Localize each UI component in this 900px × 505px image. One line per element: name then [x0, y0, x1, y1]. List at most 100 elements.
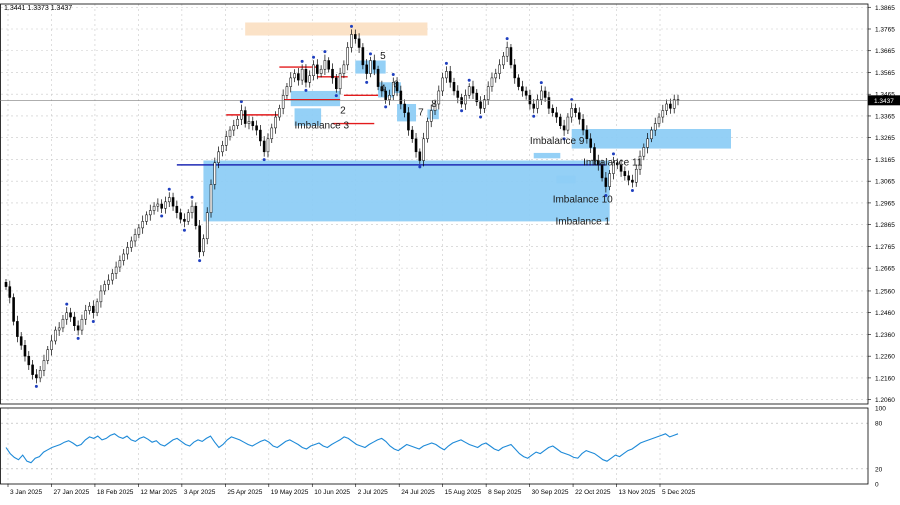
candle-body: [247, 121, 251, 124]
candle-body: [148, 210, 152, 216]
candle-body: [494, 73, 498, 79]
candle-body: [365, 64, 368, 74]
x-tick-label: 8 Sep 2025: [488, 489, 522, 496]
candle-body: [589, 138, 592, 148]
candle-body: [114, 266, 118, 274]
candle-body: [232, 125, 236, 131]
main-frame: [0, 3, 869, 405]
candle-body: [342, 64, 346, 74]
candle-body: [672, 99, 676, 109]
x-tick-label: 3 Apr 2025: [184, 489, 216, 496]
candle-body: [467, 86, 471, 96]
fractals: [34, 24, 634, 388]
candle-body: [99, 290, 103, 303]
fractal-marker: [479, 115, 483, 119]
candle-body: [12, 297, 15, 322]
candle-body: [202, 238, 205, 253]
candle-body: [281, 95, 285, 109]
candle-body: [289, 77, 293, 87]
y-tick-label: 1.3465: [875, 92, 895, 99]
candle-body: [122, 253, 125, 261]
fractal-marker: [262, 158, 266, 162]
y-tick-label: 1.3565: [875, 70, 895, 77]
candle-body: [490, 77, 494, 87]
candle-body: [391, 82, 395, 96]
candle-body: [179, 212, 182, 220]
zone-label: Imbalance 10: [553, 195, 613, 206]
candle-body: [570, 108, 573, 118]
zone-label: 5: [380, 51, 386, 62]
zone-label: 8: [431, 99, 437, 110]
candle-body: [380, 86, 384, 92]
candle-body: [126, 247, 129, 255]
candle-body: [221, 145, 224, 153]
candle-body: [46, 349, 50, 361]
candle-body: [88, 305, 91, 311]
candle-body: [566, 116, 570, 131]
fractal-marker: [539, 81, 543, 85]
candle-body: [156, 203, 160, 207]
x-tick-label: 18 Feb 2025: [97, 489, 134, 496]
candle-body: [452, 82, 456, 92]
candle-body: [118, 260, 122, 268]
candle-body: [661, 110, 665, 118]
candle-body: [297, 73, 300, 81]
imbalance-zone: [290, 90, 341, 107]
candle-body: [198, 225, 201, 253]
candle-body: [361, 47, 365, 66]
candle-body: [464, 95, 467, 105]
candle-body: [103, 284, 107, 292]
candle-body: [600, 164, 604, 179]
candle-body: [160, 203, 163, 209]
candle-body: [627, 175, 630, 181]
fractal-marker: [391, 73, 395, 77]
candle-body: [335, 77, 338, 90]
candle-body: [623, 171, 627, 176]
candle-body: [395, 82, 399, 92]
y-tick-label: 1.3865: [875, 5, 895, 12]
candle-body: [437, 90, 441, 105]
fractal-marker: [604, 193, 608, 197]
candle-body: [445, 71, 448, 79]
candle-body: [399, 90, 403, 105]
y-tick-label: 1.2865: [875, 222, 895, 229]
fractal-marker: [505, 37, 509, 41]
candle-body: [304, 68, 308, 83]
fractal-marker: [239, 100, 243, 104]
candle-body: [388, 95, 391, 100]
candle-body: [308, 75, 312, 83]
candle-body: [319, 68, 323, 74]
candle-body: [107, 279, 110, 285]
imbalance-zone: [397, 104, 417, 122]
candle-body: [95, 301, 99, 313]
candle-body: [76, 325, 80, 331]
candle-body: [300, 68, 304, 81]
x-tick-label: 5 Dec 2025: [662, 489, 696, 496]
x-tick-label: 15 Aug 2025: [445, 489, 482, 496]
candle-body: [285, 86, 289, 96]
candle-body: [384, 90, 387, 100]
candle-body: [551, 108, 555, 113]
candle-body: [505, 47, 509, 57]
fractal-marker: [190, 195, 194, 199]
candle-body: [205, 212, 209, 240]
candle-body: [369, 60, 372, 74]
candle-body: [133, 234, 137, 242]
rsi-line: [5, 433, 679, 464]
fractal-marker: [611, 152, 615, 156]
zone-label: Imbalance 3: [295, 121, 350, 132]
candle-body: [513, 64, 517, 79]
fractal-marker: [182, 228, 186, 232]
candle-body: [8, 286, 12, 298]
y-tick-label: 1.3265: [875, 135, 895, 142]
candle-body: [376, 68, 380, 87]
fractal-marker: [312, 55, 316, 59]
y-tick-label: 1.3765: [875, 27, 895, 34]
x-tick-label: 30 Sep 2025: [532, 489, 569, 496]
candle-body: [31, 364, 34, 375]
candle-body: [293, 73, 296, 79]
candle-body: [486, 86, 490, 100]
candle-body: [646, 138, 649, 148]
x-tick-label: 19 May 2025: [271, 489, 309, 496]
